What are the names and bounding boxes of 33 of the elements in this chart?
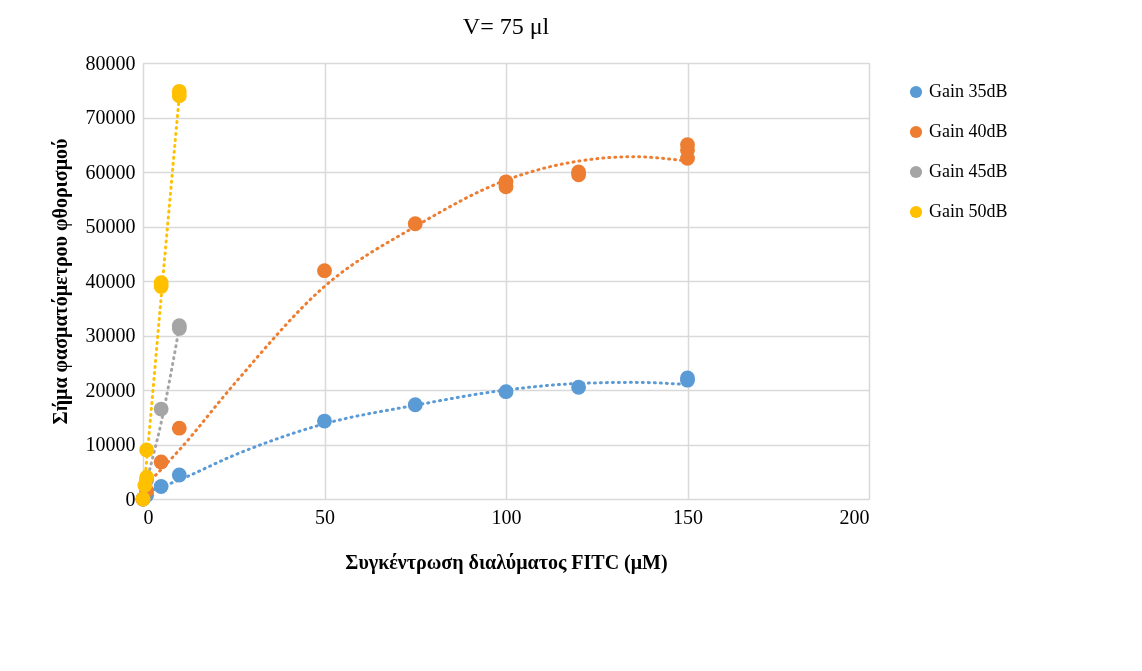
- legend-label: Gain 40dB: [929, 121, 1008, 141]
- y-tick-label: 20000: [85, 378, 136, 401]
- point: [498, 384, 514, 400]
- point: [407, 397, 423, 413]
- point: [171, 420, 187, 436]
- y-tick-label: 10000: [85, 433, 136, 455]
- point: [153, 454, 169, 470]
- x-tick-label: 50: [315, 505, 335, 528]
- point: [139, 442, 155, 458]
- legend-label: Gain 35dB: [929, 81, 1008, 101]
- x-axis-title: Συγκέντρωση διαλύματος FITC (μM): [345, 550, 668, 574]
- x-tick-label: 100: [491, 505, 522, 528]
- point: [317, 263, 332, 279]
- point: [171, 467, 187, 483]
- point: [407, 216, 423, 232]
- legend-label: Gain 50dB: [929, 201, 1008, 221]
- y-tick-label: 0: [125, 487, 136, 510]
- point: [153, 479, 169, 494]
- point: [153, 401, 169, 417]
- y-tick-label: 50000: [85, 215, 136, 237]
- y-tick-label: 80000: [85, 51, 136, 74]
- y-tick-label: 70000: [85, 106, 136, 128]
- x-tick-label: 200: [839, 505, 870, 528]
- legend-label: Gain 45dB: [929, 161, 1008, 181]
- x-tick-label: 150: [673, 505, 703, 528]
- x-tick-label: 0: [143, 505, 154, 528]
- point: [571, 379, 587, 395]
- point: [317, 413, 332, 429]
- chart-title: V= 75 μl: [462, 13, 550, 39]
- y-axis-title: Σήμα φασματόμετρου φθορισμού: [48, 138, 72, 425]
- y-tick-label: 40000: [85, 269, 136, 292]
- y-tick-label: 60000: [85, 160, 136, 183]
- y-tick-label: 30000: [85, 324, 136, 346]
